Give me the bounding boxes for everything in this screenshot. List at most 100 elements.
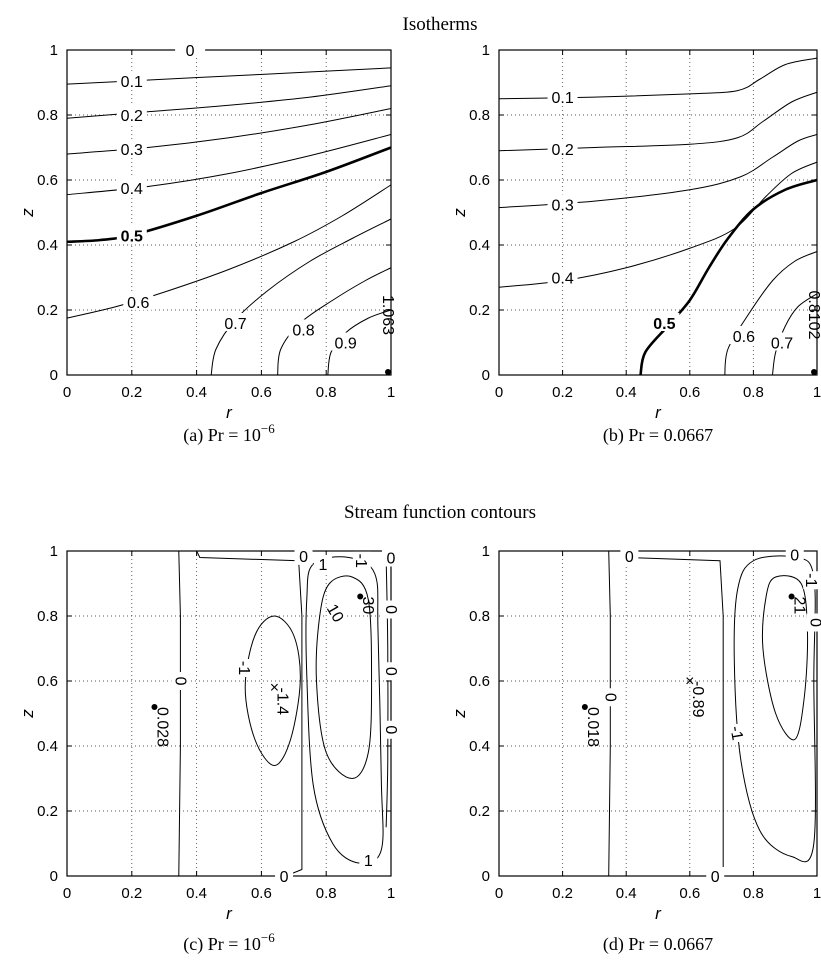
panel-b: 0 0.2 0.4 0.6 0.8 1 0 0.2 0.4 0.6 0.8 1 r z (b) Pr = 0… xyxy=(450,42,821,446)
contour-label: 0.6 xyxy=(733,329,755,346)
isotherm-0-2 xyxy=(498,91,818,152)
stream-contour-label: -1 xyxy=(352,554,369,568)
y-tick-label: 0.8 xyxy=(469,107,490,124)
max-value-label: 0.8102 xyxy=(805,291,821,340)
extremum-dot xyxy=(788,593,795,600)
grid-lines xyxy=(67,551,391,876)
label-background xyxy=(326,603,345,622)
label-background xyxy=(116,225,147,244)
y-tick-label: 0.2 xyxy=(37,302,58,319)
stream-function-title: Stream function contours xyxy=(344,502,536,523)
caption-text: (d) Pr = 0.0667 xyxy=(603,934,713,955)
x-tick-label: 0.6 xyxy=(679,384,700,401)
isotherm-0-1 xyxy=(498,57,818,100)
contour-label: 0.1 xyxy=(121,74,143,91)
panel-caption: (b) Pr = 0.0667 xyxy=(603,425,713,446)
contour-label: 0.2 xyxy=(121,108,143,125)
extremum-label: 21 xyxy=(791,597,808,615)
x-tick-label: 1 xyxy=(387,384,395,401)
isotherms-title: Isotherms xyxy=(403,14,478,35)
extremum-cross: × xyxy=(270,680,279,697)
extremum-label: -0.89 xyxy=(689,681,706,718)
label-background xyxy=(352,551,371,570)
x-tick-label: 1 xyxy=(813,384,821,401)
extremum-label: 30 xyxy=(359,597,376,615)
contour-label: 0.2 xyxy=(551,142,573,159)
label-background xyxy=(382,720,400,739)
label-background xyxy=(171,672,190,690)
label-background xyxy=(220,313,251,331)
y-tick-label: 0.6 xyxy=(469,673,490,690)
y-tick-label: 0.4 xyxy=(469,738,490,755)
stream-contour-label: 0 xyxy=(299,549,308,566)
label-background xyxy=(116,139,147,158)
stream-contour-inner xyxy=(761,575,809,741)
label-background xyxy=(359,850,378,869)
contour-label: 0.3 xyxy=(551,197,573,214)
x-tick-label: 0.4 xyxy=(186,384,207,401)
contour-label: 0.4 xyxy=(551,271,573,288)
isotherm-0-5 xyxy=(639,178,818,376)
x-axis-label: r xyxy=(226,904,233,923)
y-tick-label: 1 xyxy=(482,543,490,560)
label-background xyxy=(116,178,147,197)
y-tick-label: 0 xyxy=(482,367,490,384)
contour-label: 0 xyxy=(186,43,195,60)
label-background xyxy=(288,319,319,338)
extremum-cross: × xyxy=(685,673,694,690)
grid-lines xyxy=(499,551,817,876)
y-tick-label: 0.4 xyxy=(37,237,58,254)
contour-label: 0.7 xyxy=(771,336,793,353)
extremum-dot xyxy=(357,593,364,600)
max-marker xyxy=(811,369,817,375)
x-tick-label: 0.4 xyxy=(186,885,207,902)
x-tick-label: 0.6 xyxy=(679,885,700,902)
y-tick-label: 0.2 xyxy=(37,803,58,820)
stream-contour-label: 0 xyxy=(173,676,190,685)
x-tick-label: 0.8 xyxy=(316,885,337,902)
isotherm-0-3 xyxy=(498,134,818,209)
contour-label: 0.7 xyxy=(224,316,246,333)
x-axis-label: r xyxy=(655,904,662,923)
y-tick-label: 0 xyxy=(50,367,58,384)
isotherm-0-7 xyxy=(210,218,392,376)
x-tick-label: 1 xyxy=(387,885,395,902)
stream-contour-label: 0 xyxy=(387,551,396,568)
label-background xyxy=(330,332,361,351)
y-tick-label: 1 xyxy=(50,42,58,59)
stream-contour-minus-1 xyxy=(244,615,301,767)
y-tick-label: 0 xyxy=(50,868,58,885)
caption-text: (b) Pr = 0.0667 xyxy=(603,425,713,446)
isotherm-0-6 xyxy=(724,251,818,376)
label-background xyxy=(601,688,620,707)
y-tick-label: 0.4 xyxy=(37,738,58,755)
caption-exponent: −6 xyxy=(261,421,275,436)
caption-exponent: −6 xyxy=(261,930,275,945)
contour-label: 0.5 xyxy=(121,228,143,245)
max-marker xyxy=(385,369,391,375)
label-background xyxy=(728,724,747,742)
label-background xyxy=(547,87,578,106)
label-background xyxy=(382,548,400,567)
y-tick-label: 0.2 xyxy=(469,302,490,319)
isotherm-0-4 xyxy=(498,161,818,288)
stream-contour-zero xyxy=(178,550,303,877)
extremum-label: 0.018 xyxy=(584,707,601,747)
plot-frame xyxy=(66,49,392,376)
stream-contour-label: -1 xyxy=(726,725,745,742)
isotherm-0-4 xyxy=(66,134,392,196)
label-background xyxy=(547,267,578,286)
isotherm-0-8 xyxy=(277,267,392,376)
stream-contour-label: 10 xyxy=(323,602,347,626)
panel-d: 0 0.2 0.4 0.6 0.8 1 0 0.2 0.4 0.6 0.8 1 r z (d) Pr = 0… xyxy=(450,543,821,955)
stream-contour-label: -1 xyxy=(235,661,252,675)
x-tick-label: 0.2 xyxy=(121,384,142,401)
y-tick-label: 0.8 xyxy=(469,608,490,625)
panel-caption: (c) Pr = 10−6 xyxy=(183,930,275,955)
plot-frame xyxy=(66,550,392,877)
isotherm-0-7 xyxy=(771,293,818,376)
label-background xyxy=(116,105,147,123)
x-tick-label: 0.8 xyxy=(743,384,764,401)
caption-text: (c) Pr = 10 xyxy=(183,934,261,955)
x-tick-label: 0.8 xyxy=(316,384,337,401)
